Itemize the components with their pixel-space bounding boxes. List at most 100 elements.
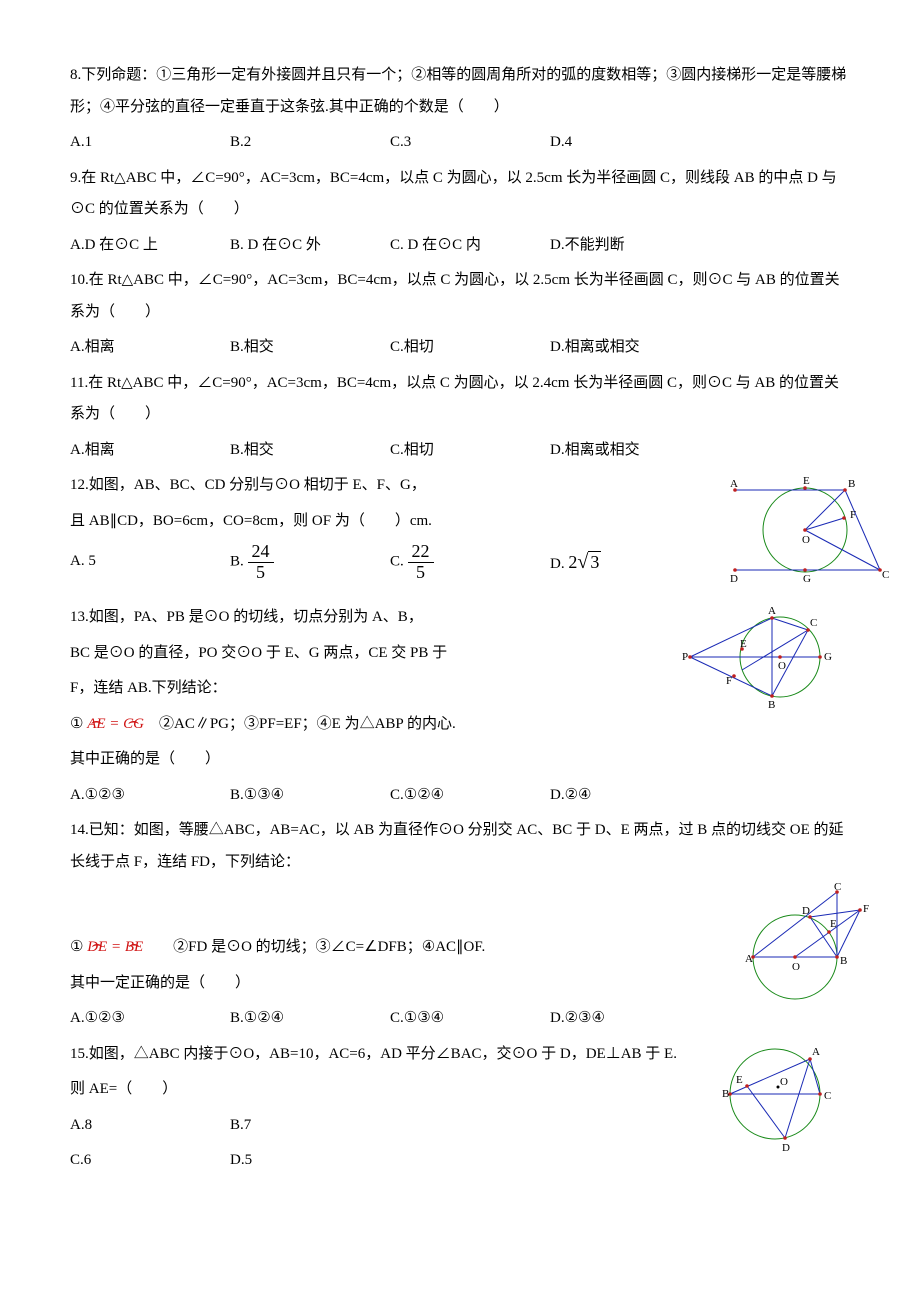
q15-opt-a: A.8 xyxy=(70,1110,220,1142)
q14-options: A.①②③ B.①②④ C.①③④ D.②③④ xyxy=(70,1003,710,1035)
q11-opt-b: B.相交 xyxy=(230,435,380,467)
arc-icon: AE xyxy=(87,716,105,732)
svg-text:A: A xyxy=(812,1046,820,1058)
q14-opt-d: D.②③④ xyxy=(550,1003,700,1035)
q13-item1-pre: ① xyxy=(70,716,87,732)
q14-row: ① DE = BE ②FD 是⊙O 的切线；③∠C=∠DFB；④AC∥OF. 其… xyxy=(70,882,850,1039)
q12-options: A. 5 B. 245 C. 225 D. 2√3 xyxy=(70,541,710,583)
q12-row: 12.如图，AB、BC、CD 分别与⊙O 相切于 E、F、G， 且 AB∥CD，… xyxy=(70,470,850,590)
q9-opt-b: B. D 在⊙C 外 xyxy=(230,230,380,262)
q14-opt-b: B.①②④ xyxy=(230,1003,380,1035)
q13-row: 13.如图，PA、PB 是⊙O 的切线，切点分别为 A、B， BC 是⊙O 的直… xyxy=(70,602,850,780)
q9-options: A.D 在⊙C 上 B. D 在⊙C 外 C. D 在⊙C 内 D.不能判断 xyxy=(70,230,850,262)
svg-text:E: E xyxy=(803,475,810,487)
q13-options: A.①②③ B.①③④ C.①②④ D.②④ xyxy=(70,780,850,812)
svg-text:D: D xyxy=(802,905,810,917)
q11-options: A.相离 B.相交 C.相切 D.相离或相交 xyxy=(70,435,850,467)
q12-opt-b: B. 245 xyxy=(230,542,380,583)
q15-opt-b: B.7 xyxy=(230,1110,251,1142)
q12-c-den: 5 xyxy=(408,563,434,583)
q13-item1: ① AE = CG ②AC∥PG；③PF=EF；④E 为△ABP 的内心. xyxy=(70,709,660,741)
q8-opt-b: B.2 xyxy=(230,127,380,159)
q8-opt-a: A.1 xyxy=(70,127,220,159)
q10-options: A.相离 B.相交 C.相切 D.相离或相交 xyxy=(70,332,850,364)
q12-line2: 且 AB∥CD，BO=6cm，CO=8cm，则 OF 为（ ）cm. xyxy=(70,506,710,538)
svg-text:E: E xyxy=(736,1074,743,1086)
svg-text:A: A xyxy=(730,478,738,490)
q15-options1: A.8 B.7 xyxy=(70,1110,680,1142)
q11-opt-d: D.相离或相交 xyxy=(550,435,700,467)
q14-opt-c: C.①③④ xyxy=(390,1003,540,1035)
q15-stem: 15.如图，△ABC 内接于⊙O，AB=10，AC=6，AD 平分∠BAC，交⊙… xyxy=(70,1039,680,1071)
q8-stem: 8.下列命题：①三角形一定有外接圆并且只有一个；②相等的圆周角所对的弧的度数相等… xyxy=(70,60,850,123)
q13-item1-rest: ②AC∥PG；③PF=EF；④E 为△ABP 的内心. xyxy=(144,716,456,732)
svg-text:E: E xyxy=(830,918,837,930)
svg-text:P: P xyxy=(682,651,688,663)
q10-opt-d: D.相离或相交 xyxy=(550,332,700,364)
fraction-icon: 245 xyxy=(248,542,274,583)
q15-line2: 则 AE=（ ） xyxy=(70,1074,680,1106)
q15-options2: C.6 D.5 xyxy=(70,1145,680,1177)
q8-options: A.1 B.2 C.3 D.4 xyxy=(70,127,850,159)
svg-text:B: B xyxy=(840,955,847,967)
q9-opt-a: A.D 在⊙C 上 xyxy=(70,230,220,262)
q12-opt-c: C. 225 xyxy=(390,542,540,583)
q12-b-prefix: B. xyxy=(230,553,248,569)
svg-text:A: A xyxy=(745,953,753,965)
q14-stem: 14.已知：如图，等腰△ABC，AB=AC，以 AB 为直径作⊙O 分别交 AC… xyxy=(70,815,850,878)
svg-text:G: G xyxy=(824,651,832,663)
svg-text:C: C xyxy=(824,1090,831,1102)
svg-text:A: A xyxy=(768,605,776,617)
q8-opt-c: C.3 xyxy=(390,127,540,159)
q11-opt-c: C.相切 xyxy=(390,435,540,467)
svg-text:C: C xyxy=(810,617,817,629)
q14-figure: A O B C D E F xyxy=(730,882,890,1002)
q14-opt-a: A.①②③ xyxy=(70,1003,220,1035)
q14-item1-eq: = xyxy=(107,939,125,955)
q12-d-coef: 2 xyxy=(568,552,577,572)
q13-line5: 其中正确的是（ ） xyxy=(70,744,660,776)
q13-opt-d: D.②④ xyxy=(550,780,700,812)
svg-text:O: O xyxy=(802,534,810,546)
svg-text:E: E xyxy=(740,638,747,650)
q12-c-prefix: C. xyxy=(390,553,408,569)
svg-text:B: B xyxy=(848,478,855,490)
q13-opt-c: C.①②④ xyxy=(390,780,540,812)
q13-opt-b: B.①③④ xyxy=(230,780,380,812)
q13-figure: P A C E O G F B xyxy=(680,602,850,712)
q11-stem: 11.在 Rt△ABC 中，∠C=90°，AC=3cm，BC=4cm，以点 C … xyxy=(70,368,850,431)
q12-b-den: 5 xyxy=(248,563,274,583)
q12-line1: 12.如图，AB、BC、CD 分别与⊙O 相切于 E、F、G， xyxy=(70,470,710,502)
svg-text:B: B xyxy=(768,699,775,711)
q13-line3: F，连结 AB.下列结论： xyxy=(70,673,660,705)
svg-text:D: D xyxy=(782,1142,790,1154)
sqrt-icon: √ xyxy=(577,551,588,573)
svg-text:F: F xyxy=(850,509,856,521)
arc-icon: BE xyxy=(125,939,143,955)
svg-text:B: B xyxy=(722,1088,729,1100)
svg-text:G: G xyxy=(803,573,811,585)
q10-opt-a: A.相离 xyxy=(70,332,220,364)
q12-opt-a: A. 5 xyxy=(70,546,220,578)
q14-item1: ① DE = BE ②FD 是⊙O 的切线；③∠C=∠DFB；④AC∥OF. xyxy=(70,932,710,964)
q9-opt-c: C. D 在⊙C 内 xyxy=(390,230,540,262)
q13-opt-a: A.①②③ xyxy=(70,780,220,812)
q15-row: 15.如图，△ABC 内接于⊙O，AB=10，AC=6，AD 平分∠BAC，交⊙… xyxy=(70,1039,850,1181)
q13-item1-eq: = xyxy=(106,716,124,732)
q11-opt-a: A.相离 xyxy=(70,435,220,467)
svg-text:F: F xyxy=(863,903,869,915)
svg-text:O: O xyxy=(780,1076,788,1088)
svg-text:C: C xyxy=(834,882,841,893)
fraction-icon: 225 xyxy=(408,542,434,583)
q9-opt-d: D.不能判断 xyxy=(550,230,700,262)
q12-figure: A E B F O D G C xyxy=(730,470,890,590)
q14-item-rest: ②FD 是⊙O 的切线；③∠C=∠DFB；④AC∥OF. xyxy=(143,939,485,955)
q12-opt-d: D. 2√3 xyxy=(550,541,700,583)
q9-stem: 9.在 Rt△ABC 中，∠C=90°，AC=3cm，BC=4cm，以点 C 为… xyxy=(70,163,850,226)
svg-text:O: O xyxy=(792,961,800,973)
svg-text:F: F xyxy=(726,675,732,687)
q12-b-num: 24 xyxy=(248,542,274,563)
q10-stem: 10.在 Rt△ABC 中，∠C=90°，AC=3cm，BC=4cm，以点 C … xyxy=(70,265,850,328)
q15-opt-d: D.5 xyxy=(230,1145,252,1177)
q14-item1-pre: ① xyxy=(70,939,87,955)
